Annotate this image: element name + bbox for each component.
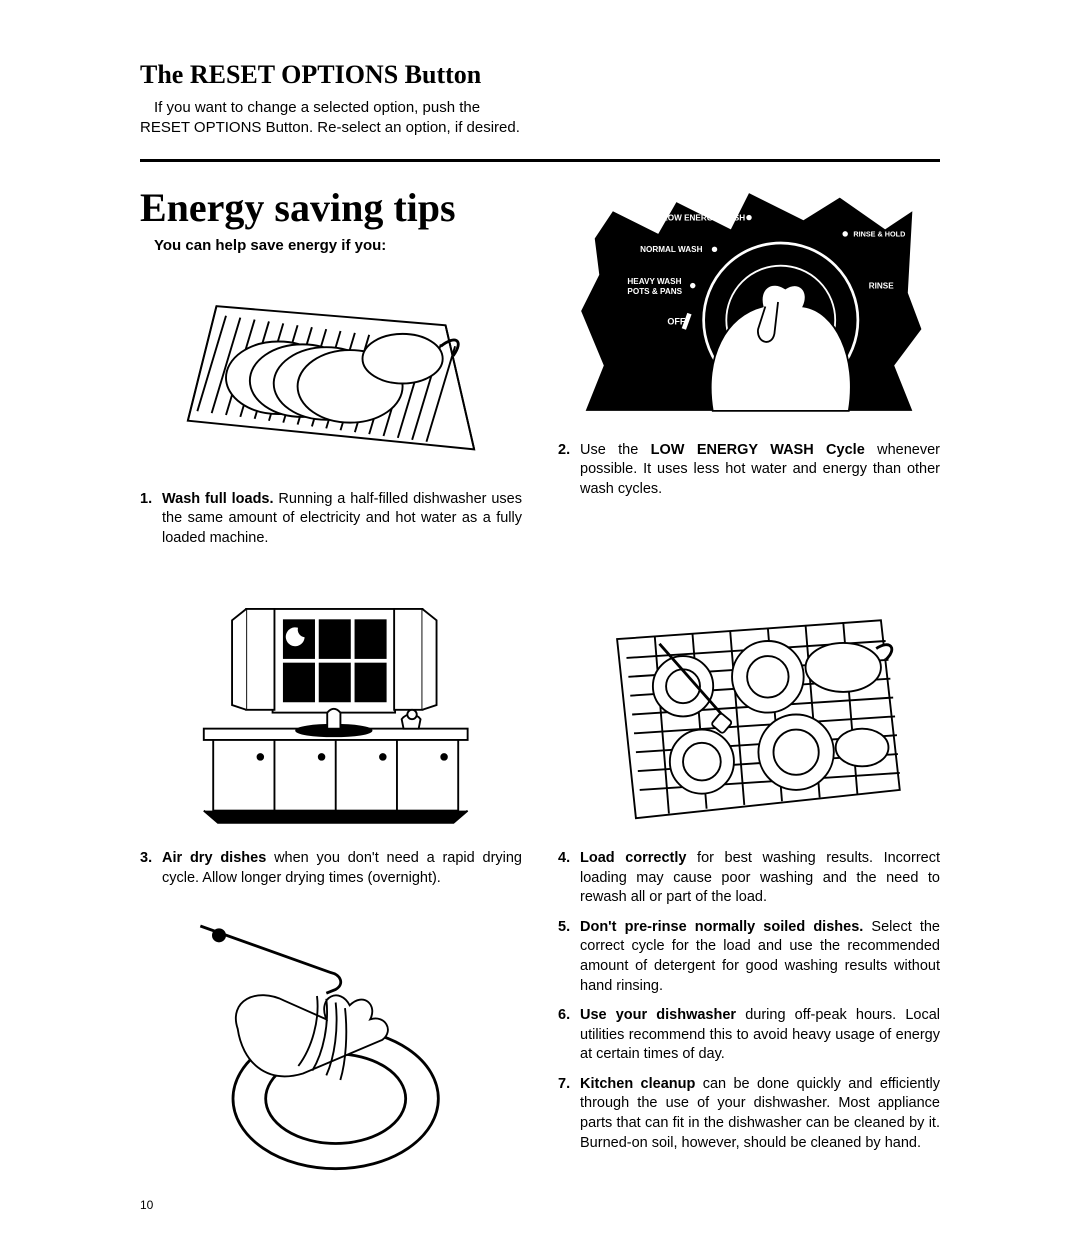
svg-text:NORMAL WASH: NORMAL WASH [640,245,702,254]
tip-2-num: 2. [558,441,574,500]
energy-lead: You can help save energy if you: [154,237,522,254]
reset-title: The RESET OPTIONS Button [140,60,940,90]
tip-4: 4. Load correctly for best washing resul… [558,849,940,908]
tip-4-num: 4. [558,849,574,908]
tip-1-num: 1. [140,490,156,549]
svg-text:LOW ENERGY WASH: LOW ENERGY WASH [663,213,745,222]
tip-3-body: Air dry dishes when you don't need a rap… [162,849,522,888]
svg-text:POTS & PANS: POTS & PANS [627,286,682,295]
tip-6-num: 6. [558,1006,574,1065]
page-number: 10 [140,1198,522,1212]
col-right-2: 4. Load correctly for best washing resul… [558,592,940,1212]
kitchen-night-illustration [140,592,522,837]
loaded-rack-illustration [558,592,940,837]
tip-2: 2. Use the LOW ENERGY WASH Cycle wheneve… [558,441,940,500]
tip-6-body: Use your dishwasher during off-peak hour… [580,1006,940,1065]
tip-1-body: Wash full loads. Running a half-filled d… [162,490,522,549]
col-left-1: Energy saving tips You can help save ene… [140,184,522,559]
tip-6: 6. Use your dishwasher during off-peak h… [558,1006,940,1065]
dish-rack-illustration [140,268,522,478]
tip-5-body: Don't pre-rinse normally soiled dishes. … [580,918,940,996]
rinse-plate-illustration [140,898,522,1178]
row-2: 3. Air dry dishes when you don't need a … [140,592,940,1212]
reset-body: If you want to change a selected option,… [140,98,520,139]
tip-1: 1. Wash full loads. Running a half-fille… [140,490,522,549]
col-left-2: 3. Air dry dishes when you don't need a … [140,592,522,1212]
col-right-1: LOW ENERGY WASH NORMAL WASH HEAVY WASH P… [558,184,940,559]
tip-3: 3. Air dry dishes when you don't need a … [140,849,522,888]
tip-4-body: Load correctly for best washing results.… [580,849,940,908]
reset-options-section: The RESET OPTIONS Button If you want to … [140,60,940,139]
svg-text:RINSE: RINSE [869,281,894,290]
tip-7-body: Kitchen cleanup can be done quickly and … [580,1075,940,1153]
section-divider [140,159,940,162]
tip-7-num: 7. [558,1075,574,1153]
tip-5: 5. Don't pre-rinse normally soiled dishe… [558,918,940,996]
row-1: Energy saving tips You can help save ene… [140,184,940,559]
svg-text:HEAVY WASH: HEAVY WASH [627,276,681,285]
dial-illustration: LOW ENERGY WASH NORMAL WASH HEAVY WASH P… [558,184,940,429]
tip-2-body: Use the LOW ENERGY WASH Cycle whenever p… [580,441,940,500]
tip-7: 7. Kitchen cleanup can be done quickly a… [558,1075,940,1153]
svg-text:RINSE & HOLD: RINSE & HOLD [853,229,905,238]
tip-3-num: 3. [140,849,156,888]
tip-5-num: 5. [558,918,574,996]
energy-title: Energy saving tips [140,184,522,231]
